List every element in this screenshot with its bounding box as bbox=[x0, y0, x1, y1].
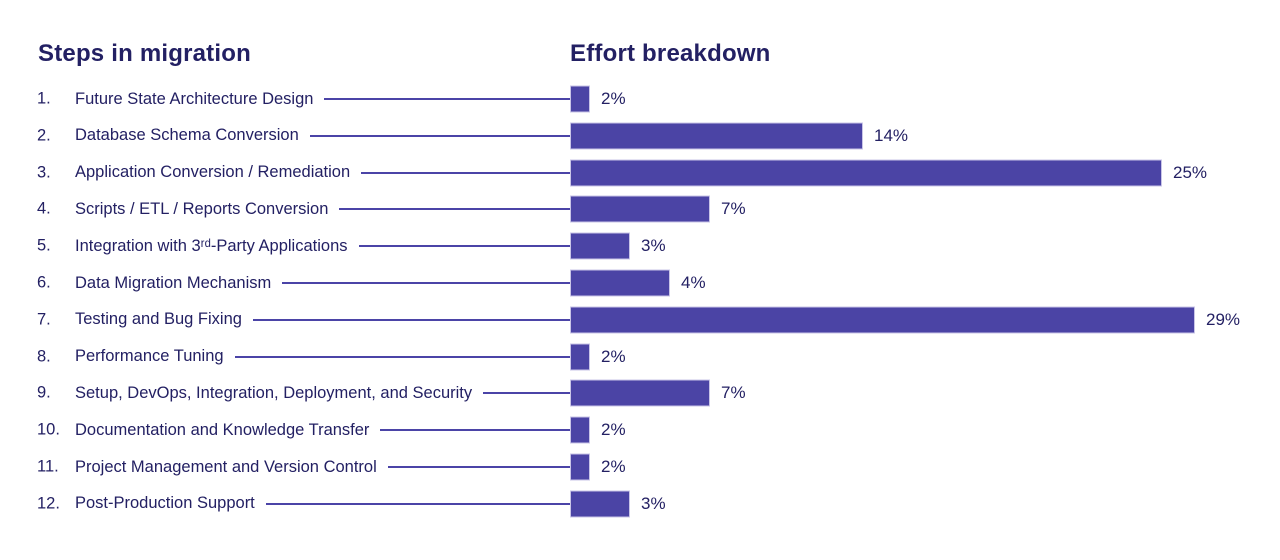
chart-row: 1. Future State Architecture Design 2% bbox=[0, 81, 1280, 118]
step-number: 9. bbox=[37, 383, 51, 402]
step-label: Setup, DevOps, Integration, Deployment, … bbox=[75, 383, 473, 402]
step-label: Scripts / ETL / Reports Conversion bbox=[75, 199, 329, 218]
chart-row: 4. Scripts / ETL / Reports Conversion 7% bbox=[0, 191, 1280, 228]
step-number: 12. bbox=[37, 494, 60, 513]
chart-row: 2. Database Schema Conversion 14% bbox=[0, 117, 1280, 154]
step-label-zone: Scripts / ETL / Reports Conversion bbox=[75, 191, 570, 228]
step-label-zone: Post-Production Support bbox=[75, 485, 570, 522]
step-number: 5. bbox=[37, 236, 51, 255]
connector-line bbox=[387, 466, 570, 468]
effort-bar bbox=[570, 159, 1162, 187]
connector-line bbox=[361, 171, 570, 174]
effort-bar bbox=[570, 269, 670, 297]
step-label: Documentation and Knowledge Transfer bbox=[75, 420, 370, 439]
chart-row: 3. Application Conversion / Remediation 25… bbox=[0, 154, 1280, 191]
step-number: 2. bbox=[37, 126, 51, 145]
effort-bar bbox=[570, 453, 590, 481]
step-label-zone: Data Migration Mechanism bbox=[75, 265, 570, 302]
step-label: Future State Architecture Design bbox=[75, 89, 314, 108]
effort-bar bbox=[570, 85, 590, 113]
connector-line bbox=[483, 392, 570, 395]
step-label-zone: Documentation and Knowledge Transfer bbox=[75, 412, 570, 449]
step-label: Testing and Bug Fixing bbox=[75, 310, 242, 329]
effort-value-label: 7% bbox=[721, 383, 746, 403]
effort-value-label: 3% bbox=[641, 236, 666, 256]
step-label: Post-Production Support bbox=[75, 494, 255, 513]
connector-line bbox=[358, 245, 570, 248]
step-label-zone: Integration with 3ʳᵈ-Party Applications bbox=[75, 228, 570, 265]
step-number: 3. bbox=[37, 163, 51, 182]
effort-value-label: 29% bbox=[1206, 309, 1241, 329]
step-number: 4. bbox=[37, 199, 51, 218]
step-label: Data Migration Mechanism bbox=[75, 273, 272, 292]
step-label-zone: Testing and Bug Fixing bbox=[75, 301, 570, 338]
step-label-zone: Performance Tuning bbox=[75, 338, 570, 375]
effort-bar bbox=[570, 232, 630, 260]
effort-value-label: 14% bbox=[874, 125, 909, 145]
chart-row: 12. Post-Production Support 3% bbox=[0, 485, 1280, 522]
effort-bar bbox=[570, 122, 863, 150]
effort-column-title: Effort breakdown bbox=[570, 40, 771, 67]
effort-bar bbox=[570, 343, 590, 371]
chart-row: 9. Setup, DevOps, Integration, Deployment… bbox=[0, 375, 1280, 412]
connector-line bbox=[324, 98, 570, 100]
step-label-zone: Database Schema Conversion bbox=[75, 117, 570, 154]
step-label-zone: Application Conversion / Remediation bbox=[75, 154, 570, 191]
effort-value-label: 2% bbox=[601, 89, 626, 108]
step-label-zone: Future State Architecture Design bbox=[75, 81, 570, 118]
step-number: 10. bbox=[37, 420, 60, 439]
step-label: Application Conversion / Remediation bbox=[75, 163, 351, 182]
chart-row: 11. Project Management and Version Contro… bbox=[0, 449, 1280, 486]
connector-line bbox=[339, 208, 570, 211]
effort-value-label: 3% bbox=[641, 493, 666, 513]
step-number: 7. bbox=[37, 310, 51, 329]
step-label: Integration with 3ʳᵈ-Party Applications bbox=[75, 236, 348, 255]
chart-row: 7. Testing and Bug Fixing 29% bbox=[0, 301, 1280, 338]
connector-line bbox=[252, 318, 570, 321]
step-label-zone: Project Management and Version Control bbox=[75, 449, 570, 486]
chart-row: 10. Documentation and Knowledge Transfer 2… bbox=[0, 412, 1280, 449]
connector-line bbox=[234, 355, 570, 358]
connector-line bbox=[309, 134, 570, 137]
connector-line bbox=[282, 282, 570, 284]
effort-bar bbox=[570, 416, 590, 444]
step-number: 1. bbox=[37, 89, 51, 108]
connector-line bbox=[265, 502, 570, 505]
effort-value-label: 2% bbox=[601, 457, 626, 476]
step-number: 8. bbox=[37, 347, 51, 366]
effort-value-label: 2% bbox=[601, 420, 626, 440]
step-number: 6. bbox=[37, 273, 51, 292]
effort-bar bbox=[570, 379, 710, 407]
chart-row: 5. Integration with 3ʳᵈ-Party Application… bbox=[0, 228, 1280, 265]
effort-bar bbox=[570, 306, 1195, 334]
effort-bar bbox=[570, 490, 630, 518]
steps-column-title: Steps in migration bbox=[38, 40, 251, 67]
step-label: Project Management and Version Control bbox=[75, 457, 377, 476]
connector-line bbox=[380, 429, 570, 432]
effort-value-label: 7% bbox=[721, 199, 746, 219]
step-number: 11. bbox=[37, 457, 59, 476]
step-label: Performance Tuning bbox=[75, 347, 224, 366]
effort-bar bbox=[570, 195, 710, 223]
effort-value-label: 4% bbox=[681, 273, 706, 292]
step-label-zone: Setup, DevOps, Integration, Deployment, … bbox=[75, 375, 570, 412]
effort-value-label: 2% bbox=[601, 346, 626, 366]
effort-value-label: 25% bbox=[1173, 162, 1208, 182]
step-label: Database Schema Conversion bbox=[75, 126, 299, 145]
chart-row: 6. Data Migration Mechanism 4% bbox=[0, 265, 1280, 302]
chart-row: 8. Performance Tuning 2% bbox=[0, 338, 1280, 375]
